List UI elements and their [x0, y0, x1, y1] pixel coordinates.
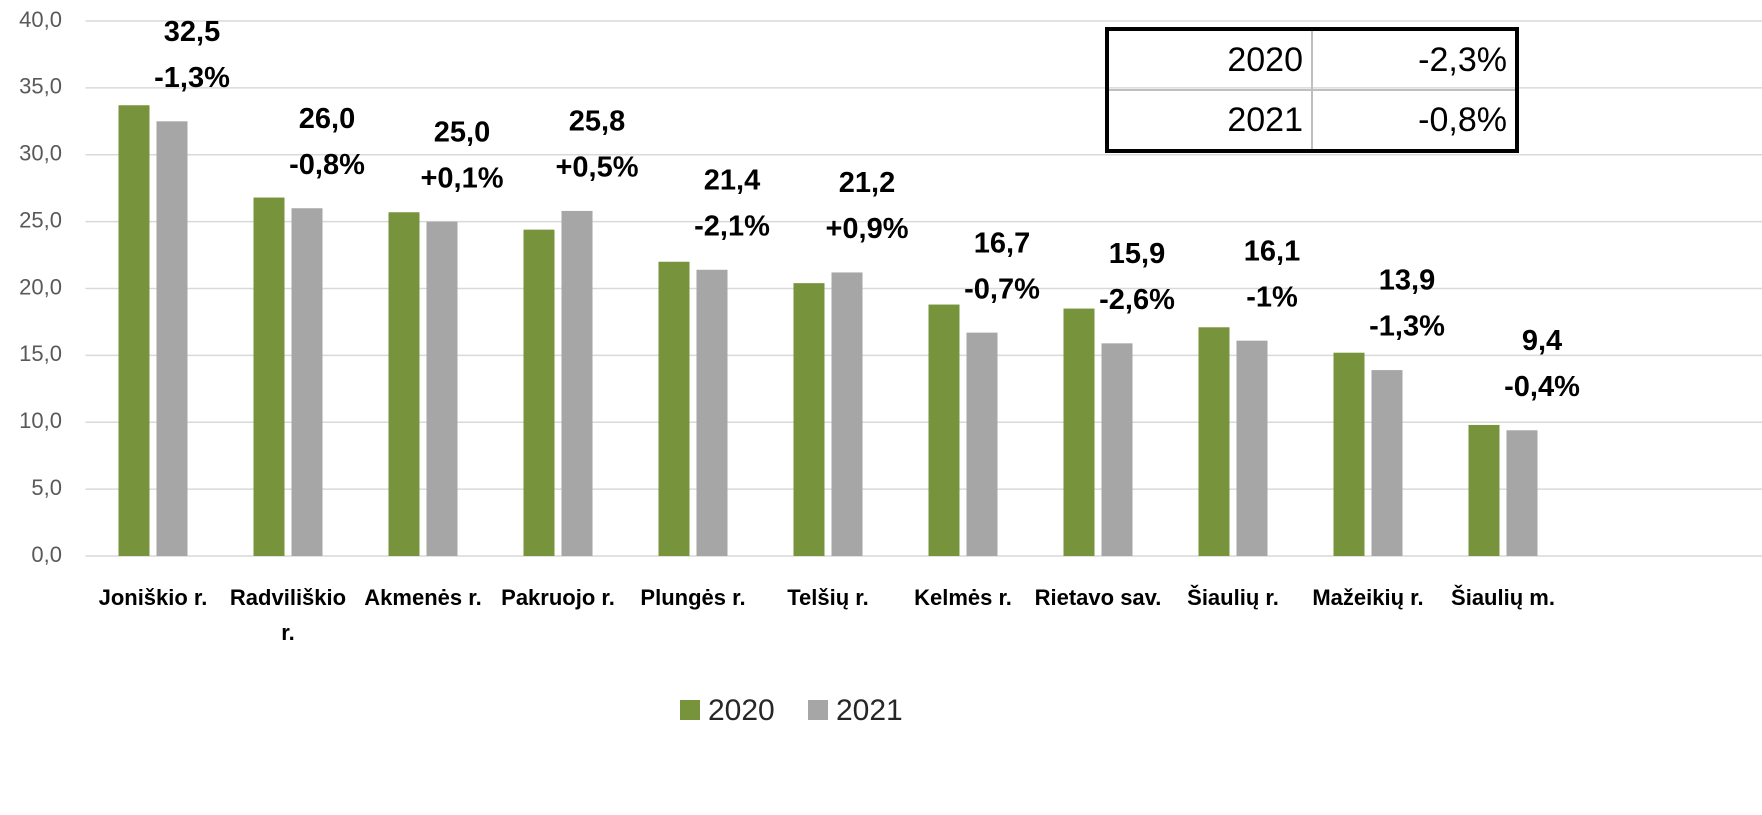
data-label: 21,2	[839, 167, 895, 199]
legend-swatch	[808, 700, 828, 720]
change-label: -2,1%	[694, 210, 770, 242]
x-tick-label: Šiaulių m.	[1451, 585, 1555, 610]
bar	[1506, 430, 1538, 556]
x-tick-label: Akmenės r.	[364, 585, 482, 610]
bar	[928, 304, 960, 556]
x-tick-label: Rietavo sav.	[1034, 585, 1162, 610]
table-cell: -0,8%	[1418, 100, 1507, 139]
change-label: -0,4%	[1504, 371, 1580, 403]
bar	[561, 210, 593, 557]
data-label: 25,0	[434, 116, 490, 148]
data-label: 16,7	[974, 227, 1030, 259]
bar	[831, 272, 863, 556]
bar	[156, 121, 188, 556]
x-tick-label: Šiaulių r.	[1187, 585, 1279, 610]
table-row: 2021 -0,8%	[1107, 90, 1517, 151]
data-label: 32,5	[164, 16, 220, 48]
data-label: 15,9	[1109, 238, 1165, 270]
bar	[658, 261, 690, 556]
x-tick-label: Plungės r.	[640, 585, 746, 610]
change-label: -0,8%	[289, 149, 365, 181]
y-tick-label: 5,0	[31, 475, 62, 500]
change-label: -1,3%	[1369, 311, 1445, 343]
change-label: -1,3%	[154, 62, 230, 94]
bar	[253, 197, 285, 557]
bar	[1101, 343, 1133, 556]
bar	[1236, 340, 1268, 556]
y-tick-label: 35,0	[19, 74, 62, 99]
bar	[966, 332, 998, 556]
bar	[793, 283, 825, 556]
data-label: 16,1	[1244, 235, 1300, 267]
y-tick-label: 20,0	[19, 274, 62, 299]
data-label: 26,0	[299, 103, 355, 135]
data-label: 25,8	[569, 106, 625, 138]
data-label: 9,4	[1522, 325, 1562, 357]
table-cell: 2020	[1107, 29, 1313, 91]
legend-label: 2020	[708, 694, 775, 727]
y-tick-label: 0,0	[31, 542, 62, 567]
x-tick-label: Telšių r.	[787, 585, 869, 610]
bar	[291, 208, 323, 556]
bar	[1371, 370, 1403, 556]
data-label: 21,4	[704, 164, 760, 196]
x-tick-label: Mažeikių r.	[1312, 585, 1424, 610]
table-row: 2020 -2,3%	[1107, 29, 1517, 91]
bar	[523, 229, 555, 556]
bar	[118, 105, 150, 556]
x-tick-label: Kelmės r.	[914, 585, 1012, 610]
bar	[426, 221, 458, 556]
change-label: +0,1%	[420, 162, 503, 194]
x-tick-label: Pakruojo r.	[501, 585, 615, 610]
bar	[1468, 424, 1500, 556]
bar	[1063, 308, 1095, 556]
bar	[1198, 327, 1230, 556]
y-tick-label: 30,0	[19, 141, 62, 166]
change-label: +0,9%	[825, 213, 908, 245]
y-tick-label: 40,0	[19, 7, 62, 32]
change-label: -1%	[1246, 281, 1298, 313]
change-label: -2,6%	[1099, 284, 1175, 316]
data-label: 13,9	[1379, 265, 1435, 297]
y-tick-label: 10,0	[19, 408, 62, 433]
legend-swatch	[680, 700, 700, 720]
y-tick-label: 25,0	[19, 207, 62, 232]
x-tick-label: Radviliškio r.	[229, 585, 347, 645]
table-cell: -2,3%	[1312, 29, 1517, 91]
bar	[388, 212, 420, 556]
table-cell: 2021	[1107, 90, 1313, 151]
x-tick-label: Joniškio r.	[98, 585, 208, 610]
legend-label: 2021	[836, 694, 903, 727]
summary-table: 2020 -2,3% 2021 -0,8%	[1105, 27, 1519, 153]
change-label: +0,5%	[555, 152, 638, 184]
bar	[696, 269, 728, 556]
change-label: -0,7%	[964, 273, 1040, 305]
y-tick-label: 15,0	[19, 341, 62, 366]
bar	[1333, 352, 1365, 556]
